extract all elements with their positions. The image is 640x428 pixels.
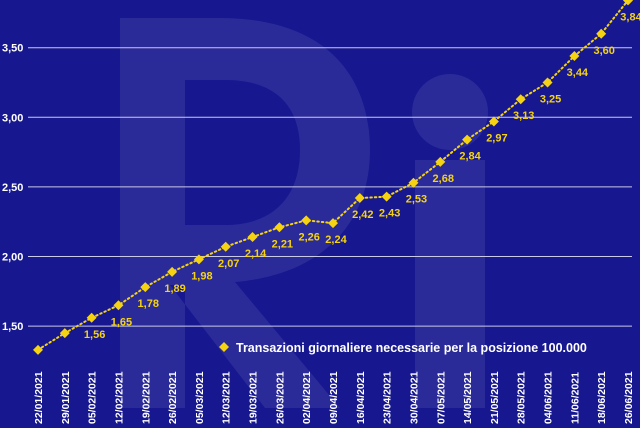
y-tick-label: 3,50 [2, 43, 23, 55]
x-tick-label: 12/02/2021 [113, 371, 125, 424]
y-tick-label: 2,50 [2, 182, 23, 194]
x-tick-label: 21/05/2021 [489, 371, 501, 424]
y-tick-label: 3,00 [2, 112, 23, 124]
y-tick-label: 2,00 [2, 252, 23, 264]
legend-label: Transazioni giornaliere necessarie per l… [236, 341, 587, 355]
data-point [328, 218, 338, 229]
data-label: 2,07 [218, 258, 239, 270]
data-label: 2,24 [325, 234, 347, 246]
data-point [381, 191, 392, 202]
x-tick-label: 16/04/2021 [355, 371, 367, 424]
legend: Transazioni giornaliere necessarie per l… [219, 341, 587, 355]
x-tick-label: 19/03/2021 [248, 371, 260, 424]
data-point [140, 282, 151, 293]
data-point [113, 300, 124, 311]
data-point [59, 328, 70, 339]
data-label: 1,89 [164, 283, 185, 295]
data-point [435, 156, 446, 167]
data-label: 2,42 [352, 209, 373, 221]
data-label: 1,78 [138, 298, 159, 310]
x-tick-label: 23/04/2021 [382, 371, 394, 424]
x-tick-label: 09/04/2021 [328, 371, 340, 424]
data-point [86, 312, 97, 323]
data-label: 2,43 [379, 208, 400, 220]
data-point [408, 177, 419, 188]
data-point [301, 215, 312, 226]
watermark-logo: Ri [120, 18, 488, 408]
data-label: 2,97 [486, 132, 507, 144]
data-point [193, 254, 204, 265]
x-tick-label: 12/03/2021 [221, 371, 233, 424]
x-tick-label: 22/01/2021 [33, 371, 45, 424]
data-label: 1,98 [191, 270, 212, 282]
data-label: 1,56 [84, 329, 105, 341]
x-tick-label: 04/06/2021 [543, 371, 555, 424]
data-point [354, 193, 365, 204]
x-axis-ticks: 22/01/2021 29/01/2021 05/02/2021 12/02/2021… [33, 371, 635, 424]
gridlines [28, 47, 632, 327]
x-tick-label: 29/01/2021 [60, 371, 72, 424]
data-label: 3,25 [540, 94, 561, 106]
data-point [220, 241, 231, 252]
data-labels: 1,56 1,65 1,78 1,89 1,98 2,07 2,14 2,21 2,26 2,24… [84, 11, 640, 340]
data-point [247, 232, 258, 243]
y-tick-label: 1,50 [2, 321, 23, 333]
data-label: 3,44 [567, 67, 589, 79]
data-point [488, 116, 499, 127]
x-tick-label: 11/06/2021 [569, 372, 581, 424]
data-label: 2,21 [272, 238, 293, 250]
x-tick-label: 05/03/2021 [194, 371, 206, 424]
x-tick-label: 14/05/2021 [462, 371, 474, 424]
x-tick-label: 26/03/2021 [274, 371, 286, 424]
series-markers [33, 0, 633, 355]
data-label: 2,53 [406, 194, 427, 206]
data-label: 2,26 [298, 231, 319, 243]
data-label: 3,84 [620, 11, 640, 23]
data-point [542, 77, 553, 88]
data-label: 2,14 [245, 248, 267, 260]
x-tick-label: 07/05/2021 [435, 371, 447, 424]
data-point [274, 222, 285, 233]
x-tick-label: 19/02/2021 [140, 371, 152, 424]
data-label: 3,60 [593, 45, 614, 57]
data-label: 1,65 [111, 316, 132, 328]
data-point [515, 94, 526, 105]
x-tick-label: 26/06/2021 [623, 371, 635, 424]
legend-marker [219, 342, 229, 352]
data-point [623, 0, 633, 6]
x-tick-label: 02/04/2021 [301, 371, 313, 424]
y-axis-ticks: 1,50 2,00 2,50 3,00 3,50 [2, 43, 23, 333]
data-point [33, 344, 43, 355]
x-tick-label: 05/02/2021 [87, 371, 99, 424]
x-tick-label: 26/02/2021 [167, 371, 179, 424]
x-tick-label: 18/06/2021 [596, 371, 608, 424]
data-label: 2,68 [433, 173, 454, 185]
data-point [462, 134, 473, 145]
data-point [167, 266, 178, 277]
data-point [569, 51, 580, 62]
x-tick-label: 30/04/2021 [408, 371, 420, 424]
x-tick-label: 28/05/2021 [516, 371, 528, 424]
data-label: 3,13 [513, 110, 534, 122]
data-point [596, 28, 607, 39]
data-label: 2,84 [459, 151, 481, 163]
